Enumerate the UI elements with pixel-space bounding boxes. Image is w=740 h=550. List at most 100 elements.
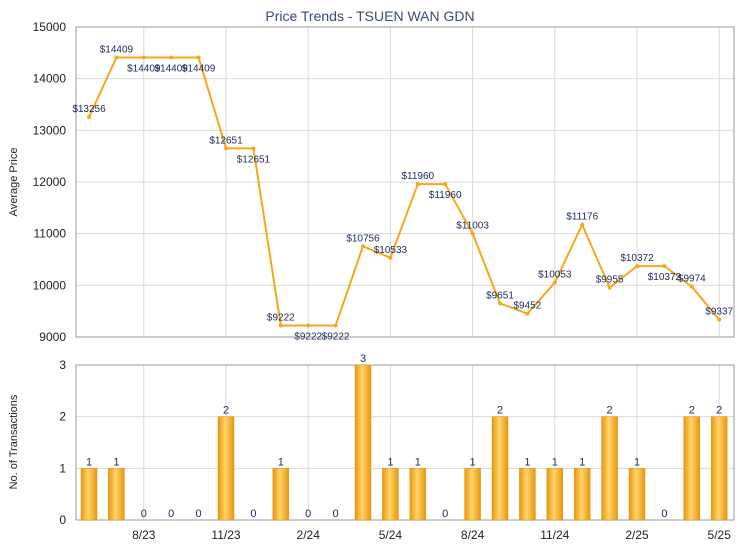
price-data-label: $10372	[648, 272, 682, 283]
price-point	[662, 264, 667, 269]
chart-title: Price Trends - TSUEN WAN GDN	[265, 8, 474, 24]
transactions-bar	[464, 468, 481, 521]
price-point	[141, 55, 146, 60]
price-point	[415, 182, 420, 187]
price-y-tick-label: 9000	[39, 330, 66, 344]
price-data-label: $10756	[346, 233, 380, 244]
price-y-tick-label: 11000	[34, 227, 67, 241]
transactions-bar	[217, 416, 235, 521]
transactions-data-label: 1	[470, 456, 476, 468]
transactions-y-tick-label: 2	[59, 410, 66, 424]
transactions-data-label: 0	[168, 508, 174, 520]
price-point	[114, 55, 119, 60]
transactions-y-tick-label: 3	[59, 358, 66, 372]
price-point	[635, 264, 639, 269]
price-point	[607, 285, 612, 290]
transactions-data-label: 1	[415, 456, 421, 468]
price-data-label: $14409	[100, 45, 134, 56]
price-point	[717, 317, 722, 322]
transactions-data-label: 1	[278, 456, 284, 468]
x-tick-label: 2/25	[625, 528, 649, 542]
transactions-data-label: 1	[86, 456, 92, 468]
transactions-data-label: 0	[305, 508, 311, 520]
price-data-label: $9452	[513, 301, 541, 312]
x-tick-label: 8/23	[132, 528, 156, 542]
price-y-ticks: 9000 10000 11000 12000 13000 14000 15000	[33, 20, 67, 344]
price-point	[169, 55, 174, 60]
transactions-bar	[354, 364, 372, 521]
transactions-data-label: 2	[716, 405, 722, 417]
price-point	[580, 222, 585, 227]
transactions-data-label: 0	[250, 508, 256, 520]
transactions-data-label: 0	[196, 508, 202, 520]
transactions-bar	[710, 416, 728, 521]
price-point	[251, 146, 256, 151]
x-tick-label: 5/25	[708, 528, 732, 542]
transactions-bar	[108, 468, 125, 521]
x-tick-label: 11/23	[211, 528, 240, 542]
price-point	[689, 284, 694, 289]
price-point	[278, 323, 283, 328]
price-series: $13256$14409$14409$14409$14409$12651$126…	[72, 45, 733, 343]
price-y-tick-label: 15000	[33, 20, 67, 34]
x-tick-label: 5/24	[379, 528, 403, 542]
transactions-data-label: 1	[113, 456, 119, 468]
transactions-data-label: 0	[442, 508, 448, 520]
price-data-label: $14409	[155, 64, 189, 75]
price-y-tick-label: 10000	[33, 278, 67, 292]
price-data-label: $14409	[127, 64, 161, 75]
transactions-bar	[491, 416, 509, 521]
price-data-label: $9651	[486, 290, 514, 301]
price-data-label: $11960	[401, 171, 434, 182]
price-point	[525, 311, 530, 316]
price-point	[498, 301, 502, 306]
transactions-bar	[573, 468, 591, 521]
transactions-bar	[409, 468, 427, 521]
transactions-bar	[601, 416, 618, 521]
price-data-label: $9337	[705, 307, 733, 318]
transactions-bar	[546, 468, 564, 521]
transactions-data-label: 2	[223, 405, 229, 417]
price-plot-frame	[75, 26, 735, 338]
transactions-y-tick-label: 1	[59, 461, 66, 475]
price-point	[333, 323, 338, 328]
price-data-label: $10533	[374, 245, 408, 256]
price-data-label: $9222	[322, 332, 350, 343]
transactions-data-label: 0	[141, 508, 147, 520]
transactions-data-label: 0	[333, 508, 339, 520]
transactions-bars: 1 1 0 0 0 2 0 1 0 0 3 1 1 0 1 2 1 1 1 2 1 0 2 2	[80, 353, 728, 521]
price-point	[87, 115, 91, 120]
transactions-data-label: 1	[524, 456, 530, 468]
price-point	[470, 231, 475, 236]
price-data-label: $13256	[72, 104, 106, 115]
transactions-y-ticks: 0 1 2 3	[59, 358, 66, 527]
price-point	[552, 280, 557, 285]
transactions-bar	[628, 468, 646, 521]
transactions-data-label: 3	[360, 353, 366, 365]
price-data-label: $10053	[538, 270, 572, 281]
transactions-bar	[80, 468, 98, 521]
transactions-data-label: 2	[497, 405, 503, 417]
transactions-data-label: 1	[387, 456, 393, 468]
price-line	[88, 56, 720, 327]
transactions-bar	[272, 468, 290, 521]
price-data-label: $11176	[566, 212, 598, 223]
x-tick-label: 8/24	[461, 528, 485, 542]
price-data-label: $9955	[596, 275, 624, 286]
price-point	[443, 182, 448, 187]
price-y-tick-label: 12000	[33, 175, 67, 189]
price-data-label: $10372	[620, 253, 654, 264]
x-tick-label: 2/24	[297, 528, 321, 542]
price-y-tick-label: 14000	[33, 72, 67, 86]
price-point	[361, 244, 365, 249]
price-data-label: $9974	[678, 274, 706, 285]
transactions-data-label: 1	[579, 456, 585, 468]
transactions-data-label: 0	[661, 508, 667, 520]
price-data-label: $11960	[429, 190, 462, 201]
price-data-label: $12651	[209, 135, 243, 146]
transactions-data-label: 2	[689, 405, 695, 417]
price-y-tick-label: 13000	[33, 123, 67, 137]
price-data-label: $11003	[456, 221, 489, 232]
